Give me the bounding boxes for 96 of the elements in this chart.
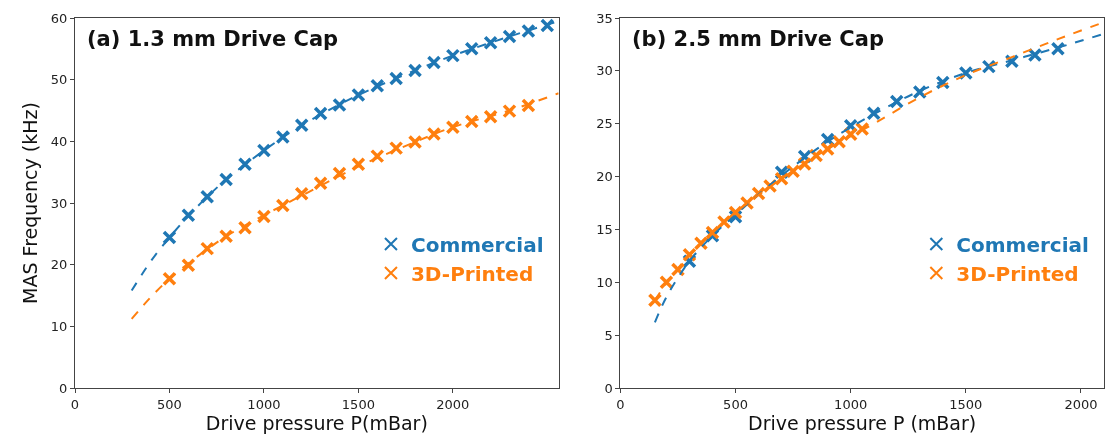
chart-title: (b) 2.5 mm Drive Cap	[632, 27, 884, 51]
legend-label: Commercial	[956, 232, 1089, 257]
x-tick-label: 2000	[436, 396, 470, 412]
y-tick-label: 30	[50, 195, 68, 211]
point	[682, 247, 697, 263]
point	[483, 109, 498, 124]
x-tick-label: 1000	[247, 396, 281, 412]
point	[483, 35, 498, 50]
y-tick-label: 10	[596, 274, 613, 290]
x-tick-label: 0	[70, 396, 80, 412]
y-tick-label: 40	[50, 133, 68, 149]
point	[199, 241, 215, 256]
point	[716, 214, 732, 230]
x-axis-title: Drive pressure P(mBar)	[205, 412, 428, 435]
legend-label: Commercial	[410, 232, 544, 257]
point	[866, 105, 881, 121]
y-tick-label: 10	[50, 318, 68, 334]
point	[332, 166, 347, 181]
y-tick-label: 50	[50, 72, 68, 88]
point	[445, 48, 461, 63]
point	[981, 59, 997, 74]
point	[237, 156, 253, 172]
x-tick-label: 500	[723, 396, 748, 412]
point	[218, 229, 234, 244]
point	[162, 271, 177, 287]
point	[313, 176, 328, 191]
point	[332, 97, 347, 113]
point	[426, 126, 442, 142]
y-tick-label: 0	[59, 380, 68, 396]
x-axis-title: Drive pressure P (mBar)	[748, 412, 977, 435]
y-tick-label: 20	[596, 169, 613, 185]
point	[728, 205, 743, 220]
point	[935, 75, 951, 90]
line-series	[130, 92, 559, 320]
y-tick-label: 0	[604, 380, 613, 396]
point	[426, 55, 442, 70]
x-tick-label: 0	[616, 396, 625, 412]
point	[256, 143, 272, 158]
point	[370, 78, 385, 94]
y-tick-label: 15	[596, 221, 613, 237]
chart-title: (a) 1.3 mm Drive Cap	[87, 27, 339, 51]
point	[889, 94, 904, 109]
point	[370, 148, 385, 164]
point	[181, 258, 196, 273]
point	[797, 156, 812, 172]
point	[540, 18, 555, 33]
point	[294, 186, 309, 201]
point	[388, 71, 404, 86]
point	[181, 208, 196, 223]
point	[1050, 41, 1066, 56]
point	[831, 134, 847, 149]
point	[774, 171, 789, 186]
legend-label: 3D-Printed	[410, 261, 534, 286]
point	[670, 262, 686, 277]
point	[275, 198, 291, 213]
x-tick-label: 1000	[834, 396, 868, 412]
point	[739, 195, 755, 211]
point	[237, 220, 253, 235]
point	[351, 156, 366, 172]
point	[162, 230, 177, 245]
point	[313, 106, 328, 121]
x-tick-label: 2000	[1064, 396, 1098, 412]
point	[407, 63, 423, 78]
point	[820, 141, 835, 157]
point	[407, 134, 423, 150]
point	[218, 172, 234, 187]
point	[275, 129, 291, 145]
point	[294, 118, 309, 133]
point	[912, 84, 928, 100]
y-axis-title: MAS Frequency (kHz)	[18, 102, 41, 304]
point	[388, 140, 404, 156]
point	[659, 275, 674, 290]
y-tick-label: 25	[596, 116, 613, 132]
point	[351, 87, 366, 103]
point	[464, 114, 479, 129]
point	[502, 103, 517, 119]
point	[521, 23, 536, 39]
y-tick-label: 5	[604, 327, 613, 343]
legend-label: 3D-Printed	[956, 261, 1079, 286]
point	[445, 119, 461, 135]
x-tick-label: 1500	[341, 396, 375, 412]
point	[521, 98, 536, 113]
y-tick-label: 30	[596, 63, 613, 79]
point	[647, 293, 663, 308]
point	[797, 149, 812, 164]
y-tick-label: 35	[596, 10, 613, 26]
point	[693, 235, 709, 251]
point	[256, 209, 272, 224]
x-tick-label: 1500	[949, 396, 983, 412]
point	[502, 29, 517, 44]
point	[464, 41, 479, 57]
point	[199, 189, 215, 205]
y-tick-label: 20	[50, 257, 68, 273]
y-tick-label: 60	[50, 10, 68, 26]
point	[785, 164, 801, 179]
x-tick-label: 500	[157, 396, 182, 412]
